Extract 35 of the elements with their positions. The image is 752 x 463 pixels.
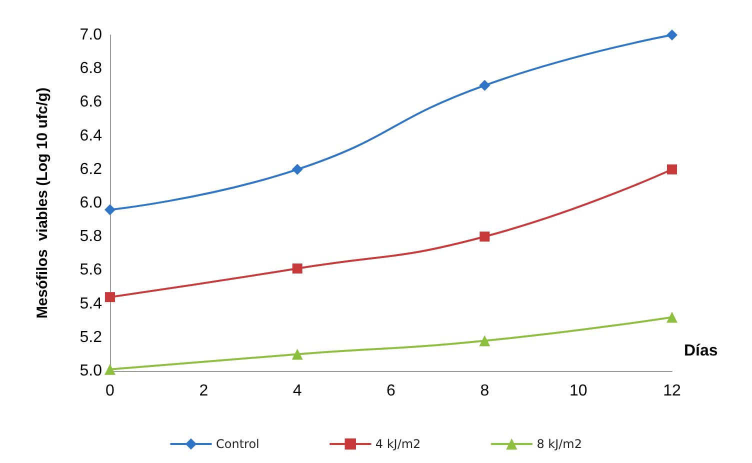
point [666,312,678,323]
point [292,348,303,360]
legend-label: 8 kJ/m2 [536,437,582,451]
x-tick-label: 10 [569,382,588,400]
point [105,292,115,302]
y-tick-label: 5.2 [80,328,102,346]
point [104,204,116,216]
y-tick-label: 6.8 [80,60,102,78]
y-tick-label: 6.6 [80,94,102,111]
y-axis-title: Mesófilos viables (Log 10 ufc/g) [34,88,51,318]
y-tick-label: 5.8 [80,228,102,246]
y-tick-label: 6.0 [80,194,102,212]
x-tick-label: 0 [106,382,115,400]
x-tick-label: 8 [480,382,490,400]
point [479,80,490,91]
x-axis-title: Días [684,342,718,360]
y-tick-label: 6.2 [80,160,102,178]
point [292,164,303,175]
point [479,335,490,346]
point [292,264,302,274]
y-tick-label: 5.0 [80,362,102,380]
point [104,364,116,375]
point [667,164,677,174]
x-tick-label: 2 [199,382,208,400]
legend-label: Control [216,437,260,451]
point [666,30,678,40]
y-tick-label: 5.6 [80,262,102,279]
x-tick-label: 12 [663,382,681,400]
legend-label: 4 kJ/m2 [375,437,421,451]
y-tick-label: 7.0 [80,26,102,44]
x-tick-label: 6 [386,382,396,400]
x-tick-label: 4 [292,382,302,400]
y-tick-label: 5.4 [80,295,102,312]
y-tick-label: 6.4 [80,127,102,144]
point [480,232,490,242]
